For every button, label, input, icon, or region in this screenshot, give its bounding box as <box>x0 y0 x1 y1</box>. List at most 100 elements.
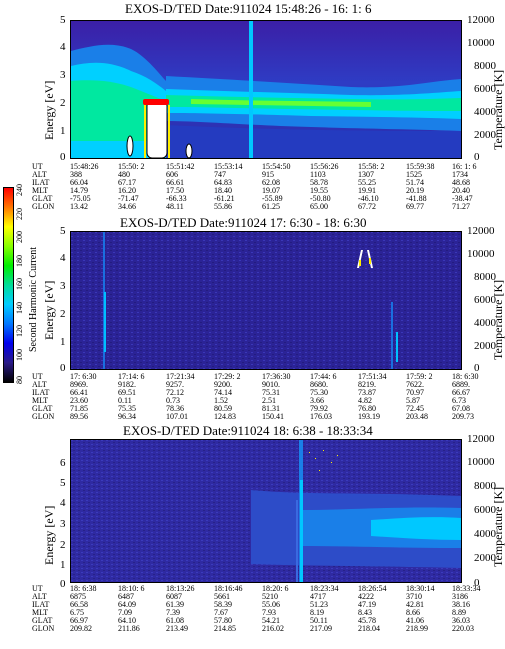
ephemeris-cell: 17:21:34 <box>166 372 195 381</box>
ephemeris-cell: 69.77 <box>406 202 424 211</box>
ephemeris-cell: 17:51:34 <box>358 372 387 381</box>
ephemeris-cell: 55.86 <box>214 202 232 211</box>
ephemeris-cell: 218.04 <box>358 624 380 633</box>
ephemeris-cell: 8680. <box>310 380 328 389</box>
panel-1-spectrogram <box>70 20 462 159</box>
ephemeris-cell: 18:10: 6 <box>118 584 145 593</box>
ephemeris-cell: 58.39 <box>214 600 232 609</box>
ephemeris-cell: 20.40 <box>452 186 470 195</box>
colorbar-label: Second Harmonic Current <box>28 247 39 352</box>
ephemeris-cell: 15:56:26 <box>310 162 339 171</box>
ephemeris-cell: 55.25 <box>358 178 376 187</box>
ephemeris-cell: 17:44: 6 <box>310 372 337 381</box>
panel-3-ytick: 3 <box>60 518 66 530</box>
ephemeris-cell: 15:58: 2 <box>358 162 385 171</box>
ephemeris-cell: 213.49 <box>166 624 188 633</box>
ephemeris-cell: 176.03 <box>310 412 332 421</box>
ephemeris-cell: 9010. <box>262 380 280 389</box>
colorbar <box>3 187 14 383</box>
panel-2-ytick: 1 <box>60 336 66 348</box>
ephemeris-cell: 150.41 <box>262 412 284 421</box>
colorbar-tick-label: 180 <box>15 254 24 267</box>
ephemeris-cell: -38.47 <box>452 194 473 203</box>
panel-2-y2tick: 10000 <box>467 248 495 260</box>
ephemeris-cell: 218.99 <box>406 624 428 633</box>
ephemeris-cell: 214.85 <box>214 624 236 633</box>
ephemeris-cell: 13.42 <box>70 202 88 211</box>
ephemeris-cell: 1734 <box>452 170 468 179</box>
ephemeris-cell: 19.07 <box>262 186 280 195</box>
ephemeris-cell: 15:59:38 <box>406 162 435 171</box>
ephemeris-cell: 203.48 <box>406 412 428 421</box>
ephemeris-cell: 2.51 <box>262 396 276 405</box>
ephemeris-row-label: MLT <box>32 396 49 405</box>
ephemeris-cell: 18:30:14 <box>406 584 435 593</box>
ephemeris-cell: 8.19 <box>310 608 324 617</box>
panel-2-spectrogram <box>70 231 462 370</box>
ephemeris-row-label: ILAT <box>32 600 50 609</box>
ephemeris-cell: 48.68 <box>452 178 470 187</box>
ephemeris-row-label: GLON <box>32 624 55 633</box>
ephemeris-cell: -41.88 <box>406 194 427 203</box>
panel-1-y2tick: 6000 <box>474 83 496 95</box>
ephemeris-cell: 61.39 <box>166 600 184 609</box>
ephemeris-cell: 41.06 <box>406 616 424 625</box>
ephemeris-cell: 74.14 <box>214 388 232 397</box>
colorbar-tick-label: 100 <box>15 348 24 361</box>
ephemeris-row-label: ILAT <box>32 178 50 187</box>
ephemeris-cell: 4717 <box>310 592 326 601</box>
ephemeris-cell: 55.06 <box>262 600 280 609</box>
ephemeris-cell: 66.04 <box>70 178 88 187</box>
panel-2-ytick: 3 <box>60 280 66 292</box>
ephemeris-cell: 3186 <box>452 592 468 601</box>
ephemeris-cell: 17:59: 2 <box>406 372 433 381</box>
ephemeris-cell: 217.09 <box>310 624 332 633</box>
ephemeris-cell: 9257. <box>166 380 184 389</box>
ephemeris-cell: 1307 <box>358 170 374 179</box>
panel-2-ytick: 5 <box>60 225 66 237</box>
ephemeris-cell: 71.27 <box>452 202 470 211</box>
ephemeris-cell: 69.51 <box>118 388 136 397</box>
ephemeris-cell: 64.10 <box>118 616 136 625</box>
colorbar-tick-label: 80 <box>15 376 24 384</box>
ephemeris-cell: 18:23:34 <box>310 584 339 593</box>
ephemeris-cell: -46.10 <box>358 194 379 203</box>
ephemeris-row-label: MLT <box>32 186 49 195</box>
colorbar-tick-label: 120 <box>15 325 24 337</box>
ephemeris-cell: 8.43 <box>358 608 372 617</box>
panel-3-ytick: 2 <box>60 539 66 551</box>
ephemeris-cell: 17.50 <box>166 186 184 195</box>
ephemeris-cell: 1.52 <box>214 396 228 405</box>
panel-3-ytick: 4 <box>60 497 66 509</box>
ephemeris-cell: 70.97 <box>406 388 424 397</box>
ephemeris-cell: 67.08 <box>452 404 470 413</box>
panel-1-y2tick: 4000 <box>474 106 496 118</box>
ephemeris-cell: 6.73 <box>452 396 466 405</box>
ephemeris-cell: 6087 <box>166 592 182 601</box>
panel-3-y2tick: 2000 <box>474 552 496 564</box>
ephemeris-cell: 78.36 <box>166 404 184 413</box>
ephemeris-cell: -61.21 <box>214 194 235 203</box>
ephemeris-row-label: ALT <box>32 170 47 179</box>
ephemeris-cell: 73.87 <box>358 388 376 397</box>
ephemeris-row-label: ILAT <box>32 388 50 397</box>
ephemeris-cell: 51.74 <box>406 178 424 187</box>
ephemeris-cell: 66.58 <box>70 600 88 609</box>
ephemeris-cell: 75.30 <box>310 388 328 397</box>
ephemeris-cell: 7.09 <box>118 608 132 617</box>
panel-3-heatmap-svg <box>71 440 461 582</box>
ephemeris-cell: 34.66 <box>118 202 136 211</box>
ephemeris-cell: 54.21 <box>262 616 280 625</box>
ephemeris-cell: 19.55 <box>310 186 328 195</box>
ephemeris-cell: 3710 <box>406 592 422 601</box>
ephemeris-cell: 18:33:34 <box>452 584 481 593</box>
ephemeris-cell: 61.25 <box>262 202 280 211</box>
ephemeris-cell: 64.83 <box>214 178 232 187</box>
ephemeris-cell: 747 <box>214 170 226 179</box>
ephemeris-row-label: GLAT <box>32 404 53 413</box>
ephemeris-cell: 211.86 <box>118 624 140 633</box>
panel-2-y2tick: 0 <box>474 362 480 374</box>
colorbar-tick-label: 220 <box>15 207 24 220</box>
ephemeris-cell: 18:13:26 <box>166 584 195 593</box>
ephemeris-cell: 8.66 <box>406 608 420 617</box>
